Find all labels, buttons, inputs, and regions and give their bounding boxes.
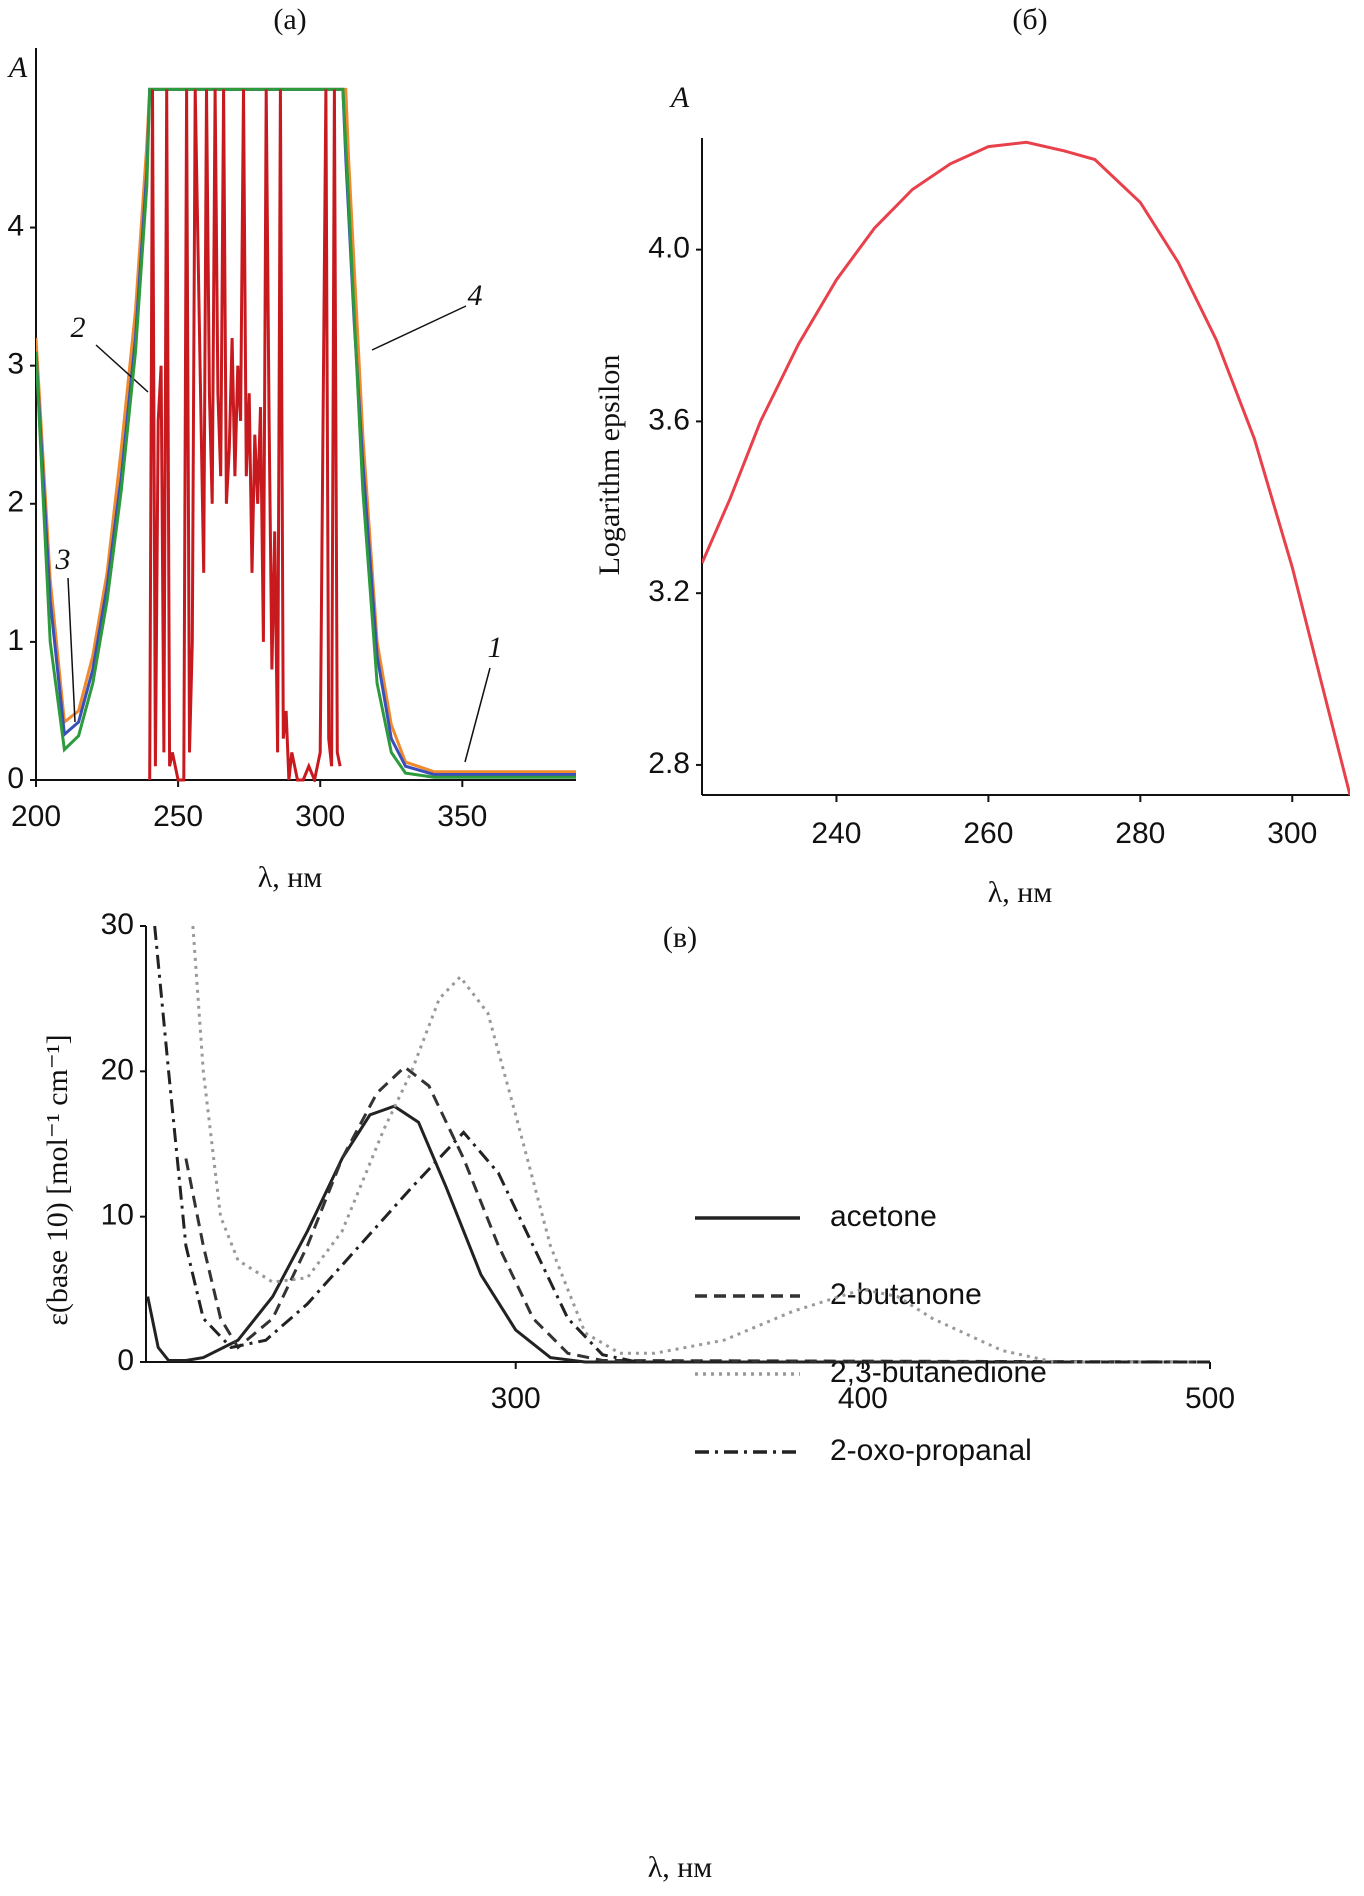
y-tick-label: 3.2 [648,575,690,608]
y-tick-label: 30 [101,908,134,941]
x-tick-label: 300 [295,800,345,833]
panel-title: (a) [273,3,306,36]
curve-label: 4 [468,279,483,312]
series-line [146,1104,1210,1364]
y-tick-label: 1 [7,624,24,657]
legend-label: acetone [830,1200,937,1233]
curve-label: 1 [488,631,503,664]
series-line [36,87,576,776]
x-axis-title: λ, нм [648,1851,713,1884]
curve-label: 3 [55,543,71,576]
leader-line [67,577,76,723]
x-tick-label: 260 [963,817,1013,850]
y-tick-label: 2.8 [648,747,690,780]
y-tick-label: 3 [7,348,24,381]
legend-label: 2-oxo-propanal [830,1434,1032,1467]
x-tick-label: 400 [838,1382,888,1415]
x-axis-title: λ, нм [258,861,323,894]
panel-title: (в) [663,921,697,954]
series-line [153,925,1210,1364]
y-axis-title: Logarithm epsilon [593,355,626,576]
x-tick-label: 280 [1115,817,1165,850]
y-tick-label: 0 [117,1344,134,1377]
series-line [702,140,1350,796]
x-tick-label: 500 [1185,1382,1235,1415]
x-tick-label: 300 [491,1382,541,1415]
x-tick-label: 300 [1267,817,1317,850]
series-line [36,87,576,779]
y-tick-label: 10 [101,1199,134,1232]
panel-title: (б) [1012,3,1047,36]
y-tick-label: 3.6 [648,403,690,436]
curve-label: 2 [71,311,86,344]
y-tick-label: 2 [7,486,24,519]
leader-line [95,344,149,393]
y-tick-label: 4 [7,209,24,242]
x-tick-label: 240 [811,817,861,850]
x-tick-label: 200 [11,800,61,833]
y-unit-label: A [669,81,690,114]
legend-label: 2-butanone [830,1278,982,1311]
x-tick-label: 250 [153,800,203,833]
series-line [36,87,576,774]
y-unit-label: A [7,51,28,84]
x-tick-label: 350 [437,800,487,833]
y-axis-title: ε(base 10) [mol⁻¹ cm⁻¹] [41,1034,74,1325]
y-tick-label: 0 [7,762,24,795]
leader-line [371,305,467,351]
y-tick-label: 20 [101,1053,134,1086]
x-axis-title: λ, нм [988,876,1053,909]
series-line [184,1065,1210,1364]
series-line [191,925,1210,1364]
y-tick-label: 4.0 [648,232,690,265]
leader-line [464,667,491,763]
series-line [148,89,342,782]
